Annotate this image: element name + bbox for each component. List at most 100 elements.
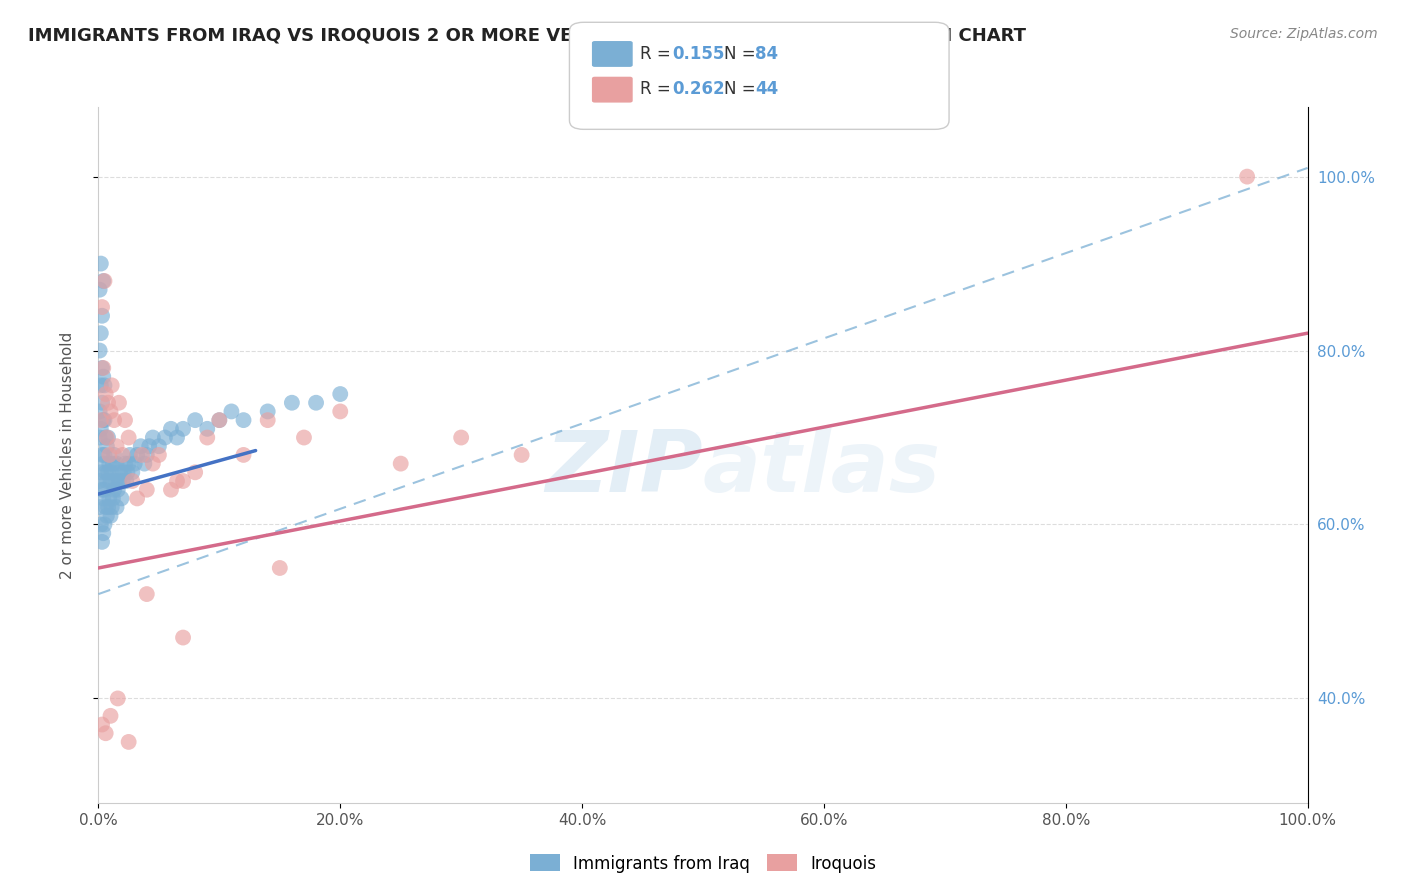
Point [91,413,114,427]
Point [160,422,183,436]
Point [135,448,157,462]
Point [101,457,124,471]
Point [166,431,188,445]
Point [96,431,118,445]
Point [172,631,194,645]
Text: 0.262: 0.262 [672,80,724,98]
Point [105,439,128,453]
Point [135,587,157,601]
Point [98,457,121,471]
Point [105,457,128,471]
Point [91,361,114,376]
Point [134,457,156,471]
Point [221,404,243,418]
Point [131,448,153,462]
Point [90,378,112,392]
Point [93,378,115,392]
Point [103,448,125,462]
Point [138,439,160,453]
Point [450,431,472,445]
Point [96,439,118,453]
Point [142,457,165,471]
Point [94,387,117,401]
Point [148,448,170,462]
Point [90,465,112,479]
Point [114,457,136,471]
Point [111,448,134,462]
Point [195,431,218,445]
Point [93,274,115,288]
Point [100,465,122,479]
Legend: Immigrants from Iraq, Iroquois: Immigrants from Iraq, Iroquois [523,847,883,880]
Point [98,448,121,462]
Point [94,465,117,479]
Point [90,326,112,341]
Point [103,413,125,427]
Point [118,735,141,749]
Point [91,483,114,497]
Point [98,491,121,506]
Point [94,431,117,445]
Text: 44: 44 [755,80,779,98]
Point [232,448,254,462]
Point [89,404,111,418]
Point [112,465,135,479]
Point [93,413,115,427]
Point [91,717,114,731]
Point [91,361,114,376]
Point [108,474,131,488]
Point [127,491,149,506]
Point [97,396,120,410]
Point [208,413,231,427]
Point [97,465,120,479]
Point [292,431,315,445]
Point [160,483,183,497]
Point [93,483,115,497]
Point [389,457,412,471]
Point [256,413,278,427]
Text: 84: 84 [755,45,778,62]
Point [93,448,115,462]
Point [90,422,112,436]
Point [329,404,352,418]
Point [108,465,131,479]
Point [100,404,122,418]
Point [329,387,352,401]
Point [107,483,129,497]
Point [100,708,122,723]
Point [91,300,114,314]
Point [96,474,118,488]
Text: R =: R = [640,45,676,62]
Point [90,413,112,427]
Point [105,500,128,514]
Point [256,404,278,418]
Point [118,431,141,445]
Point [118,448,141,462]
Point [166,474,188,488]
Point [305,396,328,410]
Point [118,457,141,471]
Text: R =: R = [640,80,676,98]
Point [94,500,117,514]
Point [89,474,111,488]
Point [90,257,112,271]
Point [510,448,533,462]
Point [93,517,115,532]
Point [121,465,143,479]
Point [142,431,165,445]
Point [91,491,114,506]
Y-axis label: 2 or more Vehicles in Household: 2 or more Vehicles in Household [60,331,75,579]
Point [148,439,170,453]
Point [91,526,114,541]
Point [89,431,111,445]
Point [195,422,218,436]
Point [129,439,152,453]
Point [153,431,176,445]
Point [91,369,114,384]
Point [100,508,122,523]
Text: atlas: atlas [703,427,941,510]
Text: N =: N = [724,45,761,62]
Point [1236,169,1258,184]
Point [104,474,127,488]
Text: Source: ZipAtlas.com: Source: ZipAtlas.com [1230,27,1378,41]
